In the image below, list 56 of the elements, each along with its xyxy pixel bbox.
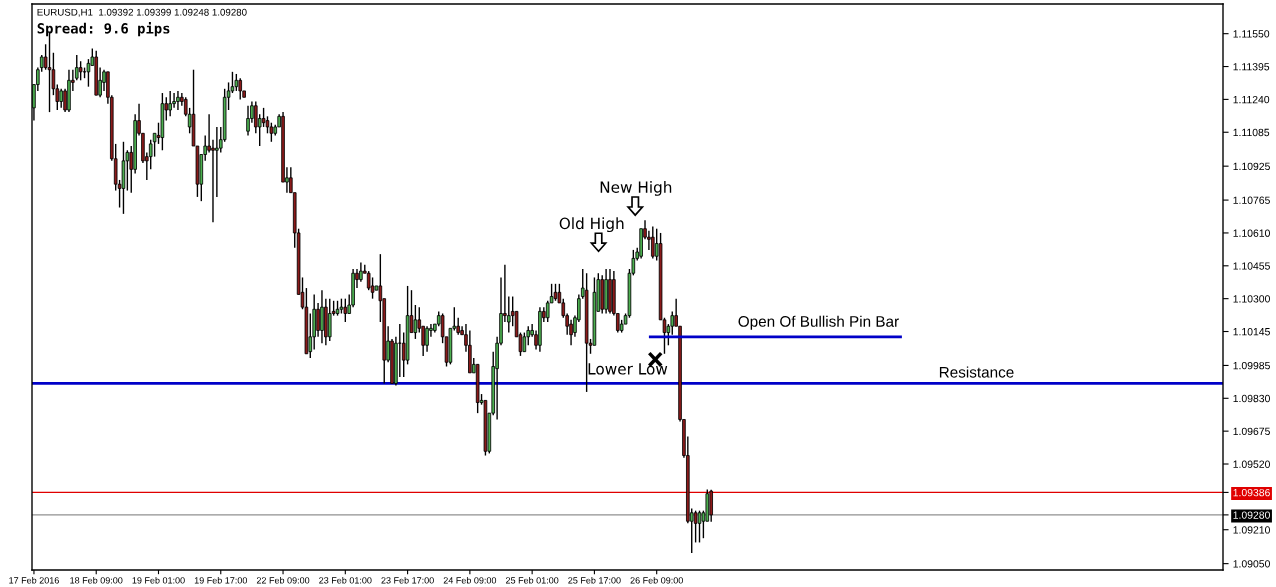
y-tick-label: 1.11395 (1233, 63, 1270, 71)
y-tick-label: 1.09520 (1233, 460, 1270, 468)
x-tick-label: 23 Feb 01:00 (319, 576, 372, 584)
y-tick-label: 1.10300 (1233, 295, 1270, 303)
candlestick (327, 297, 332, 342)
y-tick-label: 1.10455 (1233, 262, 1270, 270)
annotation: EURUSD,H1 1.09392 1.09399 1.09248 1.09280 (37, 8, 247, 17)
y-tick-label: 1.11085 (1233, 128, 1270, 137)
x-tick-label: 24 Feb 09:00 (443, 576, 497, 584)
y-tick-label: 1.11550 (1233, 30, 1270, 38)
candlestick (343, 297, 348, 323)
y-tick-label: 1.09985 (1233, 361, 1270, 370)
candlestick (215, 126, 219, 198)
candlestick (697, 509, 702, 544)
annotation: Old High (559, 217, 624, 233)
candlestick (59, 88, 63, 109)
candlestick (425, 325, 429, 353)
y-tick-label: 1.10145 (1233, 328, 1270, 336)
x-tick-label: 22 Feb 09:00 (256, 576, 310, 584)
candlestick (316, 302, 320, 338)
y-tick-label: 1.09050 (1233, 560, 1270, 568)
y-tick-label: 1.09830 (1233, 394, 1270, 403)
candlestick (176, 90, 180, 111)
candlestick (320, 289, 324, 344)
candlestick (211, 138, 215, 224)
y-tick-label: 1.09280 (1233, 511, 1270, 519)
y-tick-label: 1.09675 (1233, 427, 1270, 436)
y-tick-label: 1.09210 (1233, 526, 1270, 534)
x-tick-label: 19 Feb 01:00 (132, 576, 185, 584)
y-tick-label: 1.09386 (1233, 488, 1270, 497)
series-label: Open Of Bullish Pin Bar (738, 315, 899, 330)
y-tick-label: 1.10925 (1233, 162, 1270, 171)
candlestick (709, 488, 713, 523)
y-tick-label: 1.10765 (1233, 196, 1270, 204)
x-tick-label: 18 Feb 09:00 (70, 576, 123, 584)
candlestick (522, 331, 527, 353)
candlestick (693, 509, 698, 544)
x-tick-label: 25 Feb 17:00 (568, 576, 621, 584)
candlestick (168, 90, 172, 118)
candlestick (651, 225, 655, 260)
ref-line-label: Resistance (939, 366, 1014, 378)
candlestick (86, 58, 91, 88)
y-tick-label: 1.11240 (1233, 95, 1270, 104)
candlestick (370, 276, 375, 300)
y-tick-label: 1.10610 (1233, 229, 1270, 237)
x-tick-label: 19 Feb 17:00 (194, 576, 248, 584)
annotation: New High (600, 181, 672, 196)
x-tick-label: 17 Feb 2016 (9, 576, 59, 584)
annotation: Spread: 9.6 pips (37, 22, 170, 37)
candlestick (246, 105, 250, 137)
x-tick-label: 25 Feb 01:00 (506, 576, 559, 584)
candlestick (78, 60, 83, 82)
candlestick (413, 304, 418, 340)
x-tick-label: 23 Feb 17:00 (381, 576, 434, 584)
x-tick-label: 26 Feb 09:00 (630, 576, 683, 584)
annotation: Lower Low (588, 363, 668, 375)
